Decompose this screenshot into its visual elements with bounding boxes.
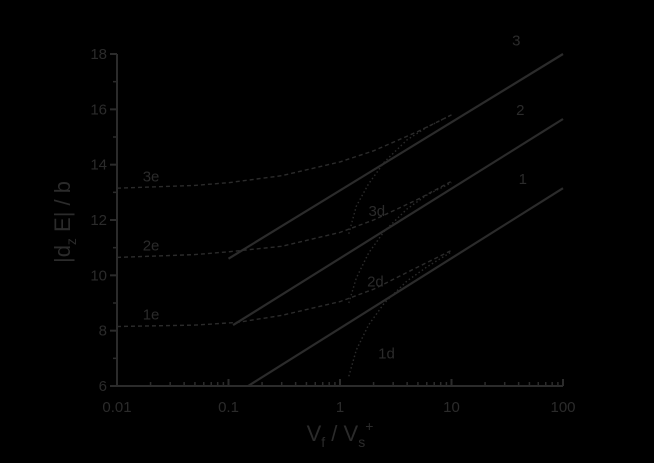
x-tick-label: 0.1	[218, 399, 239, 416]
x-tick-label: 10	[443, 399, 460, 416]
y-tick-label: 18	[90, 46, 107, 63]
x-tick-label: 0.01	[102, 399, 131, 416]
y-tick-label: 16	[90, 101, 107, 118]
curve-label-1e: 1e	[143, 307, 160, 324]
curve-label-3e: 3e	[143, 168, 160, 185]
y-tick-label: 14	[90, 157, 107, 174]
y-tick-label: 8	[99, 323, 107, 340]
curve-label-2d: 2d	[367, 273, 384, 290]
curve-label-1d: 1d	[378, 345, 395, 362]
series-2-line	[232, 118, 564, 327]
series-1-line	[247, 187, 564, 387]
curve-label-3: 3	[512, 33, 520, 50]
y-tick-label: 12	[90, 212, 107, 229]
x-tick-label: 100	[550, 399, 575, 416]
y-tick-label: 10	[90, 267, 107, 284]
curve-label-1: 1	[519, 171, 527, 188]
curve-label-2e: 2e	[143, 237, 160, 254]
series-3-line	[227, 53, 564, 260]
x-axis-title: Vf / Vs+	[307, 418, 374, 450]
y-axis-title: |dz E| / b	[50, 181, 79, 263]
series-2e-line	[116, 180, 452, 259]
series-1e-line	[116, 249, 452, 328]
curve-label-3d: 3d	[368, 203, 385, 220]
series-3d-line	[348, 114, 452, 234]
series-2d-line	[348, 182, 452, 304]
y-tick-label: 6	[99, 378, 107, 395]
plot-lines	[116, 53, 564, 387]
curve-label-2: 2	[516, 102, 524, 119]
x-tick-label: 1	[336, 399, 344, 416]
curve-labels: 3 2 1 3e 2e 1e 3d 2d 1d	[143, 33, 527, 363]
